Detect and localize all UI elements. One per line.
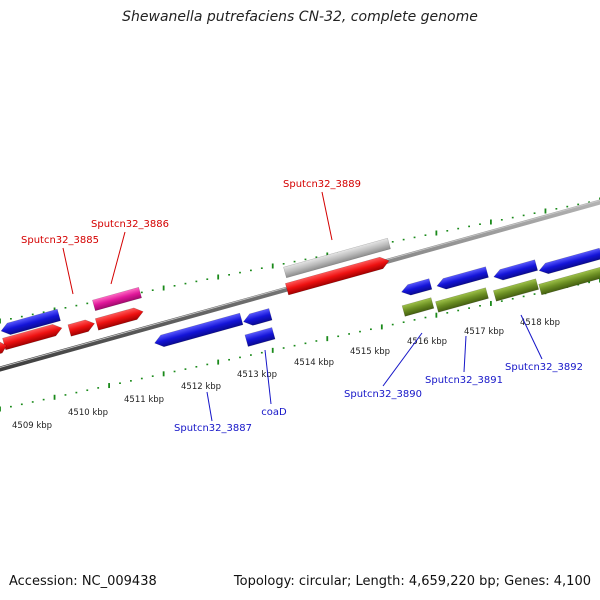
- label-leader-line: [264, 349, 272, 405]
- gene-features: [0, 237, 600, 357]
- label-leader-line: [321, 191, 333, 241]
- gene-forward-cds[interactable]: [285, 255, 390, 296]
- gene-label[interactable]: Sputcn32_3892: [505, 362, 583, 373]
- label-leader-line: [520, 314, 543, 360]
- gene-reverse-cds[interactable]: [153, 312, 244, 349]
- ruler-label: 4514 kbp: [294, 358, 334, 368]
- ruler-label: 4515 kbp: [350, 347, 390, 357]
- accession-text: Accession: NC_009438: [9, 574, 157, 589]
- gene-reverse-other[interactable]: [401, 297, 435, 317]
- gene-forward-cds[interactable]: [67, 318, 96, 337]
- label-leader-line: [382, 332, 423, 387]
- ruler-labels: 4509 kbp 4510 kbp 4511 kbp 4512 kbp 4513 kbp…: [12, 318, 560, 431]
- gene-label[interactable]: Sputcn32_3890: [344, 389, 422, 400]
- gene-forward-cds[interactable]: [94, 306, 144, 331]
- gene-reverse-other[interactable]: [493, 278, 539, 302]
- ruler-label: 4512 kbp: [181, 382, 221, 392]
- gene-label[interactable]: Sputcn32_3886: [91, 219, 169, 230]
- label-leader-line: [62, 247, 74, 295]
- map-title: Shewanella putrefaciens CN-32, complete …: [122, 9, 478, 25]
- gene-forward-cds[interactable]: [0, 340, 8, 357]
- gene-reverse-other[interactable]: [538, 266, 600, 296]
- label-leader-line: [110, 231, 126, 285]
- inner-ruler-ticks: [0, 277, 600, 412]
- ruler-label: 4516 kbp: [407, 337, 447, 347]
- label-leader-line: [206, 391, 213, 422]
- gene-reverse-cds[interactable]: [538, 247, 600, 276]
- gene-label[interactable]: Sputcn32_3889: [283, 179, 361, 190]
- ruler-label: 4510 kbp: [68, 408, 108, 418]
- gene-reverse-cds[interactable]: [0, 308, 61, 337]
- gene-labels: Sputcn32_3885 Sputcn32_3886 Sputcn32_3889 S…: [21, 179, 583, 434]
- gene-label[interactable]: Sputcn32_3885: [21, 235, 99, 246]
- gene-reverse-cds[interactable]: [242, 308, 273, 327]
- gene-reverse-other[interactable]: [435, 287, 489, 313]
- gene-rna[interactable]: [92, 286, 142, 312]
- ruler-label: 4518 kbp: [520, 318, 560, 328]
- label-leader-line: [463, 335, 467, 373]
- genome-summary-text: Topology: circular; Length: 4,659,220 bp…: [233, 574, 591, 589]
- gene-label[interactable]: coaD: [261, 407, 287, 418]
- ruler-label: 4511 kbp: [124, 395, 164, 405]
- gene-label[interactable]: Sputcn32_3891: [425, 375, 503, 386]
- ruler-label: 4513 kbp: [237, 370, 277, 380]
- ruler-label: 4509 kbp: [12, 421, 52, 431]
- gene-reverse-cds[interactable]: [435, 266, 489, 292]
- gene-pseudo[interactable]: [283, 237, 391, 279]
- ruler-label: 4517 kbp: [464, 327, 504, 337]
- gene-label[interactable]: Sputcn32_3887: [174, 423, 252, 434]
- gene-reverse-cds[interactable]: [244, 327, 276, 347]
- gene-reverse-cds[interactable]: [492, 259, 538, 282]
- outer-ruler-ticks: [0, 197, 600, 324]
- gene-reverse-cds[interactable]: [400, 278, 433, 298]
